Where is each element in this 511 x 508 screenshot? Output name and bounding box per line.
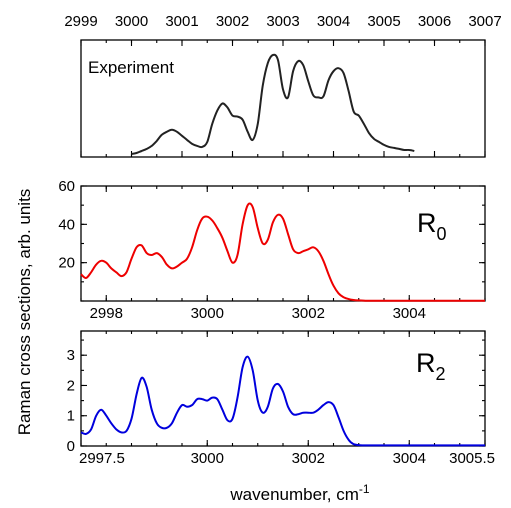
- y-tick-label: 3: [67, 347, 75, 364]
- experiment-panel: 2999 3000 3001 3002 3003 3004 3005 3006 3007 Exp…: [64, 13, 502, 158]
- y-tick-label: 1: [67, 408, 75, 425]
- r0-label-subscript: 0: [437, 224, 447, 244]
- r0-x-ticks: 2998 3000 3002 3004: [80, 186, 486, 322]
- r2-spectrum-line: [80, 355, 485, 447]
- x-tick-label: 3004: [393, 450, 426, 467]
- experiment-panel-label: Experiment: [88, 58, 174, 77]
- experiment-spectrum-line: [131, 53, 415, 155]
- y-tick-label: 20: [58, 255, 75, 272]
- x-tick-label: 3000: [191, 450, 224, 467]
- x-tick-label: 3000: [191, 305, 224, 322]
- x-tick-label: 3000: [115, 13, 148, 30]
- r0-spectrum-line: [80, 202, 485, 302]
- x-tick-label: 3006: [418, 13, 451, 30]
- x-tick-label: 3002: [292, 450, 325, 467]
- x-tick-label: 3002: [292, 305, 325, 322]
- r0-y-ticks: 20 40 60: [58, 178, 485, 302]
- x-axis-title-exponent: -1: [359, 482, 370, 496]
- r0-panel: 20 40 60 2998 3000 3002 3004 R0: [58, 178, 486, 322]
- y-tick-label: 60: [58, 178, 75, 195]
- r2-label-subscript: 2: [436, 364, 446, 384]
- r0-panel-label: R0: [417, 208, 447, 244]
- x-axis-title-main: wavenumber, cm: [229, 485, 359, 504]
- x-tick-label: 3005.5: [449, 450, 495, 467]
- r2-x-ticks: 2997.5 3000 3002 3004 3005.5: [79, 331, 495, 467]
- r2-panel-label: R2: [416, 348, 446, 384]
- r2-label-main: R: [416, 348, 436, 378]
- shared-x-axis-title: wavenumber, cm-1: [229, 482, 369, 504]
- x-tick-label: 2999: [64, 13, 97, 30]
- x-tick-label: 3003: [266, 13, 299, 30]
- x-tick-label: 3001: [165, 13, 198, 30]
- y-tick-label: 0: [67, 438, 75, 455]
- x-tick-label: 3004: [317, 13, 350, 30]
- x-tick-label: 3002: [216, 13, 249, 30]
- r0-plot-frame: [80, 185, 486, 302]
- shared-y-axis-title: Raman cross sections, arb. units: [15, 189, 34, 436]
- x-tick-label: 2998: [90, 305, 123, 322]
- y-tick-label: 40: [58, 216, 75, 233]
- x-tick-label: 2997.5: [79, 450, 125, 467]
- x-tick-label: 3004: [393, 305, 426, 322]
- r0-label-main: R: [417, 208, 437, 238]
- y-tick-label: 2: [67, 377, 75, 394]
- experiment-x-ticks: 2999 3000 3001 3002 3003 3004 3005 3006 3007: [64, 13, 502, 157]
- x-tick-label: 3007: [468, 13, 501, 30]
- x-tick-label: 3005: [367, 13, 400, 30]
